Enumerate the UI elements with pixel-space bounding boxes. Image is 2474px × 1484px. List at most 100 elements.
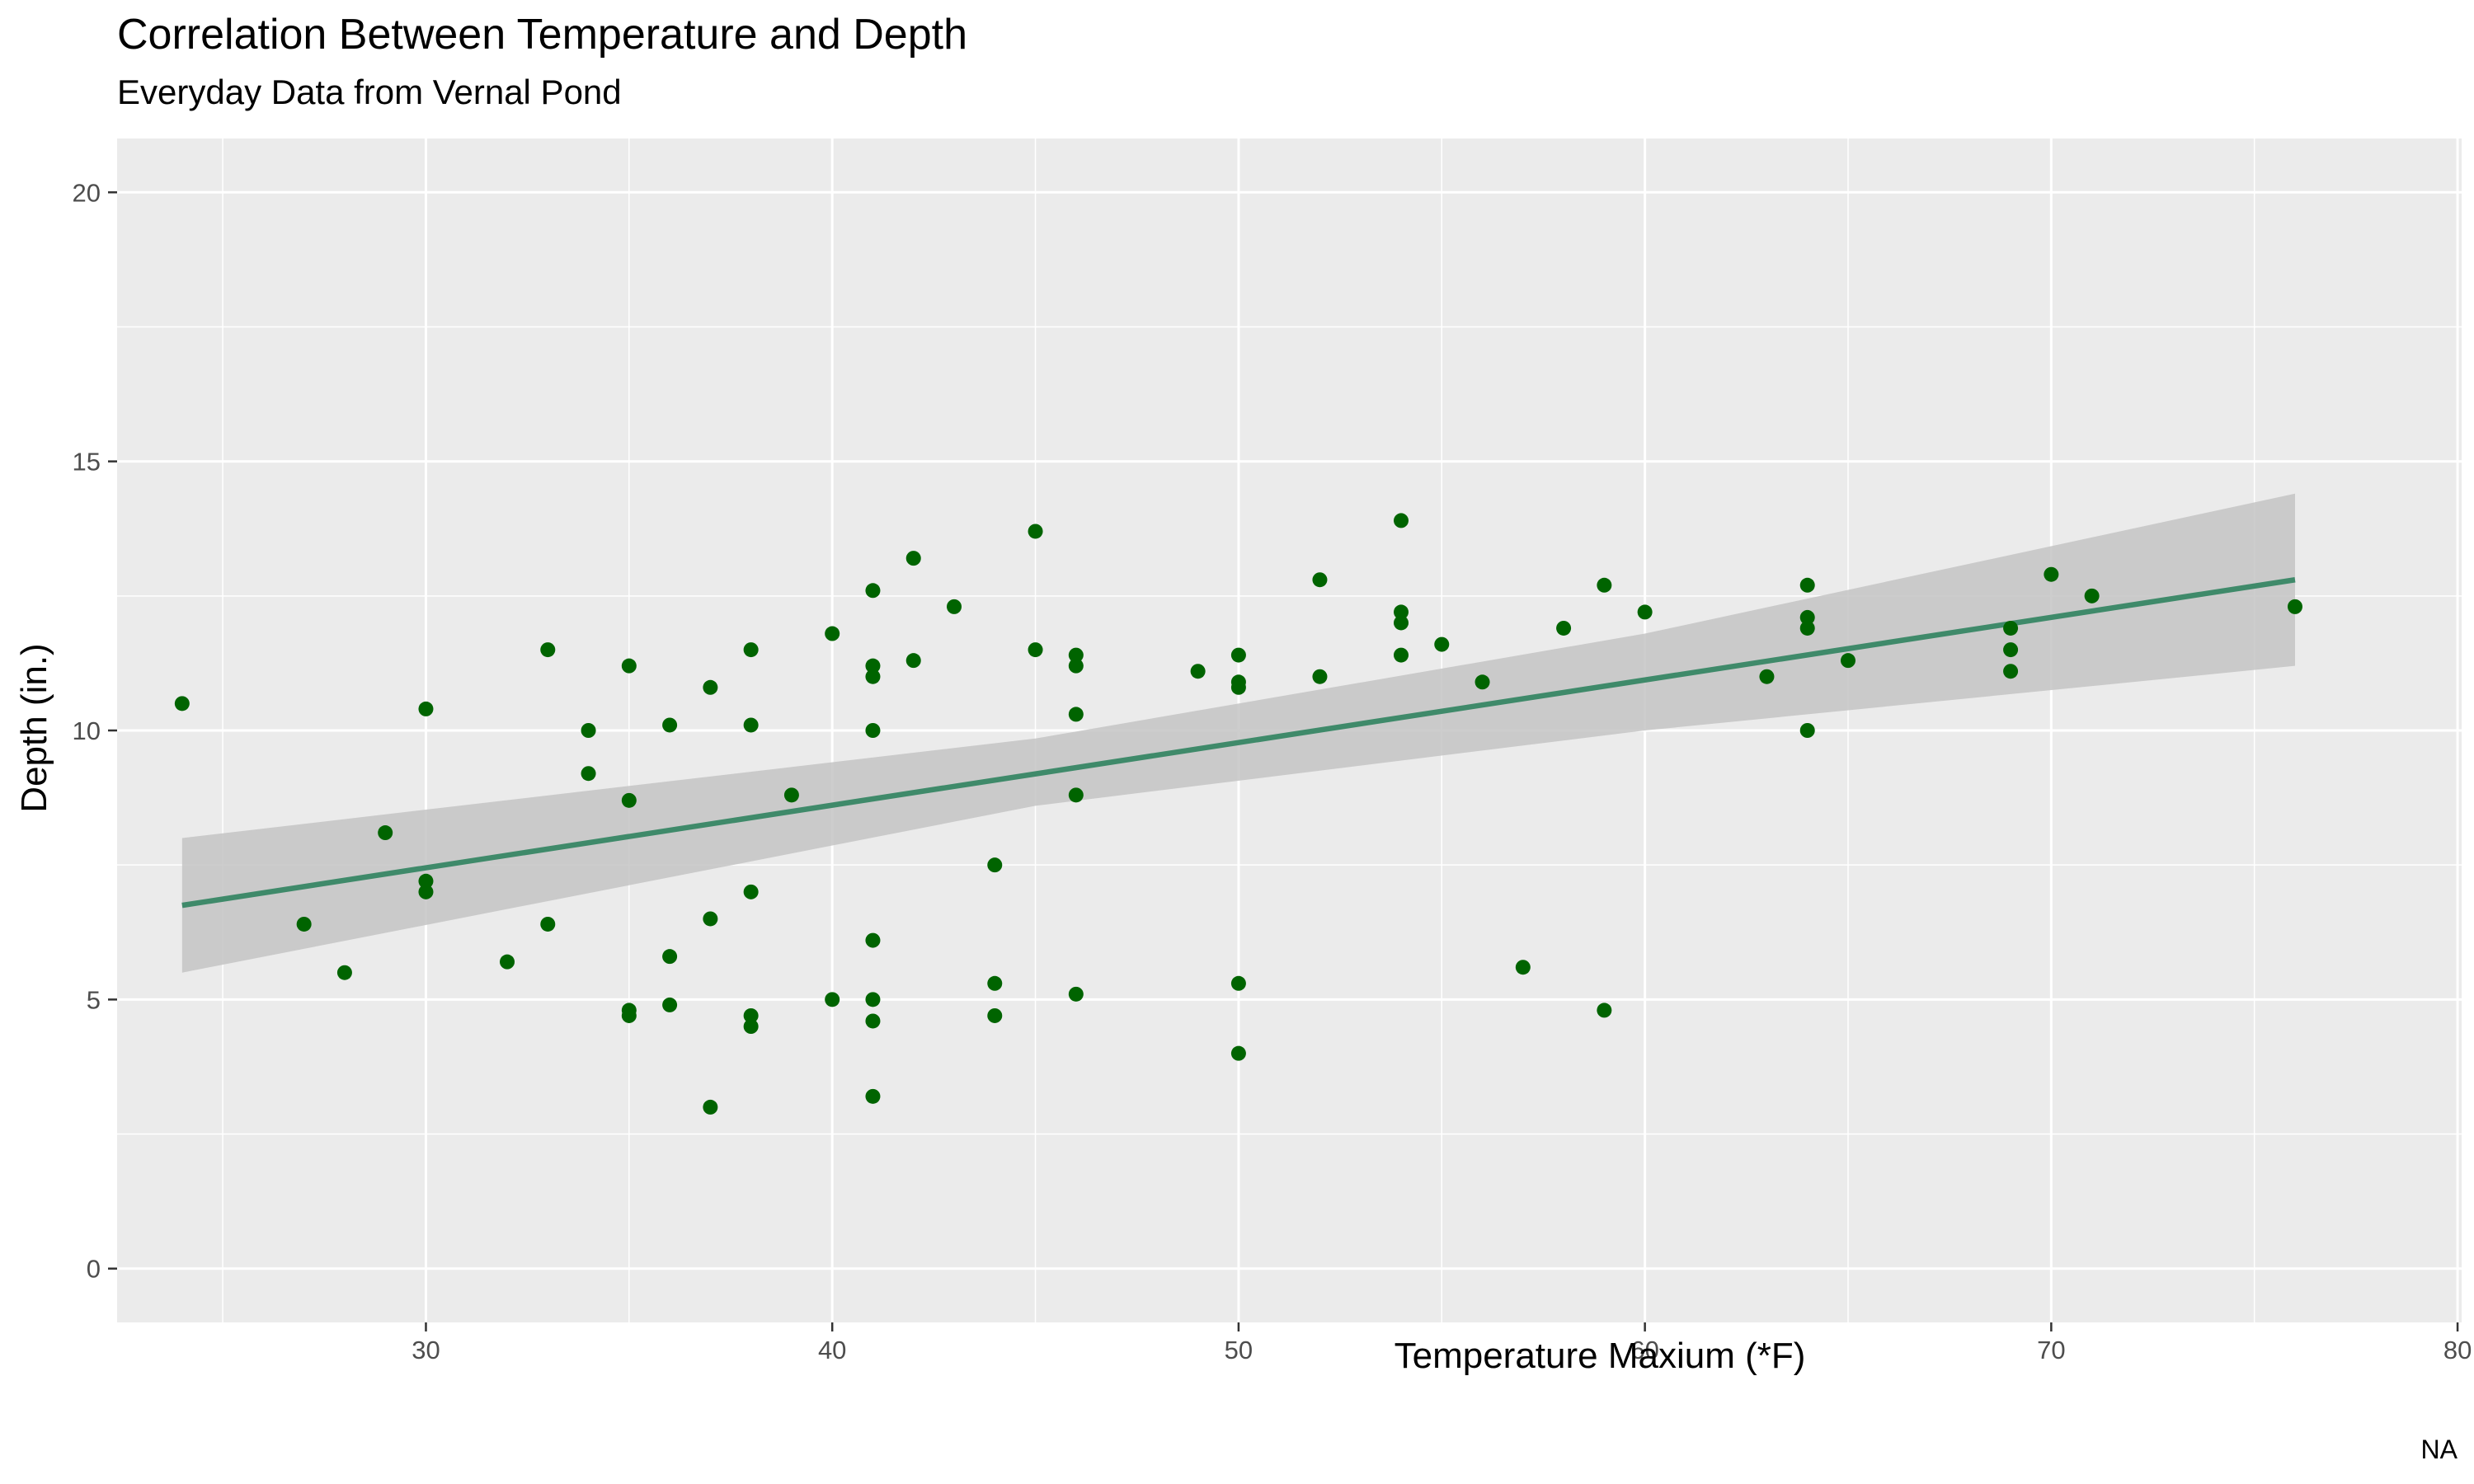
data-point: [418, 873, 434, 889]
data-point: [1597, 577, 1612, 593]
chart-subtitle: Everyday Data from Vernal Pond: [117, 73, 622, 111]
data-point: [865, 1088, 881, 1104]
data-point: [905, 551, 921, 566]
data-point: [500, 954, 515, 970]
data-point: [743, 717, 759, 733]
y-tick-label: 15: [73, 448, 101, 477]
data-point: [540, 916, 556, 932]
data-point: [662, 717, 678, 733]
data-point: [378, 825, 393, 841]
data-point: [662, 997, 678, 1012]
data-point: [1230, 647, 1246, 663]
data-point: [1230, 679, 1246, 695]
data-point: [1068, 707, 1084, 722]
data-point: [1230, 1045, 1246, 1061]
data-point: [1312, 572, 1328, 588]
data-point: [1799, 620, 1815, 636]
data-point: [865, 1013, 881, 1029]
data-point: [174, 696, 190, 711]
data-points: [174, 513, 2302, 1115]
data-point: [865, 583, 881, 599]
data-point: [581, 723, 596, 738]
data-point: [621, 658, 637, 674]
y-tick-label: 20: [73, 178, 101, 207]
data-point: [743, 1007, 759, 1023]
data-point: [2003, 642, 2019, 658]
x-tick-label: 80: [2443, 1336, 2472, 1364]
data-point: [743, 1019, 759, 1034]
data-point: [2287, 599, 2302, 614]
data-point: [621, 1007, 637, 1023]
data-point: [1028, 524, 1043, 539]
y-tick-label: 5: [87, 985, 101, 1014]
data-point: [1393, 604, 1409, 620]
data-point: [1556, 620, 1572, 636]
data-point: [1799, 723, 1815, 738]
data-point: [783, 787, 799, 803]
data-point: [825, 992, 840, 1007]
data-point: [662, 949, 678, 965]
data-point: [987, 1007, 1003, 1023]
x-axis: 30 40 50 60 70 80: [412, 1322, 2472, 1364]
chart-title: Correlation Between Temperature and Dept…: [117, 11, 967, 59]
data-point: [703, 911, 718, 927]
data-point: [418, 701, 434, 716]
data-point: [1840, 653, 1856, 669]
data-point: [1068, 647, 1084, 663]
x-tick-label: 60: [1630, 1336, 1658, 1364]
x-tick-label: 50: [1225, 1336, 1253, 1364]
data-point: [1393, 615, 1409, 631]
data-point: [865, 658, 881, 674]
data-point: [1637, 604, 1653, 620]
data-point: [621, 792, 637, 808]
trend-line: [181, 577, 2296, 909]
data-point: [2003, 620, 2019, 636]
data-point: [1068, 787, 1084, 803]
y-axis-label: Depth (in.): [14, 643, 54, 813]
data-point: [1190, 664, 1206, 679]
data-point: [1799, 577, 1815, 593]
y-tick-label: 0: [87, 1255, 101, 1284]
data-point: [947, 599, 962, 614]
data-point: [540, 642, 556, 658]
data-point: [703, 679, 718, 695]
x-tick-label: 30: [412, 1336, 440, 1364]
x-tick-label: 40: [818, 1336, 846, 1364]
y-tick-label: 10: [73, 716, 101, 745]
data-point: [825, 626, 840, 641]
data-point: [905, 653, 921, 669]
data-point: [987, 975, 1003, 991]
data-point: [743, 642, 759, 658]
data-point: [1434, 636, 1450, 652]
data-point: [1230, 975, 1246, 991]
data-point: [1312, 669, 1328, 684]
data-point: [1068, 658, 1084, 674]
data-point: [865, 932, 881, 948]
data-point: [1393, 513, 1409, 528]
y-axis: 0 5 10 15 20: [73, 178, 117, 1284]
data-point: [865, 669, 881, 684]
data-point: [2084, 588, 2100, 603]
confidence-band: [181, 493, 2295, 973]
x-tick-label: 70: [2037, 1336, 2065, 1364]
chart-caption: NA: [2420, 1435, 2458, 1464]
data-point: [1759, 669, 1775, 684]
data-point: [1393, 647, 1409, 663]
data-point: [2044, 566, 2059, 582]
data-point: [2003, 664, 2019, 679]
data-point: [1799, 609, 1815, 625]
data-point: [703, 1099, 718, 1115]
data-point: [865, 992, 881, 1007]
data-point: [1515, 960, 1531, 975]
data-point: [418, 884, 434, 899]
data-point: [743, 884, 759, 899]
data-point: [1028, 642, 1043, 658]
x-axis-label: Temperature Maxium (*F): [1394, 1336, 1806, 1376]
data-point: [1597, 1003, 1612, 1018]
data-point: [581, 766, 596, 782]
data-point: [296, 916, 312, 932]
data-point: [1068, 986, 1084, 1002]
data-point: [987, 857, 1003, 873]
data-point: [336, 965, 352, 980]
